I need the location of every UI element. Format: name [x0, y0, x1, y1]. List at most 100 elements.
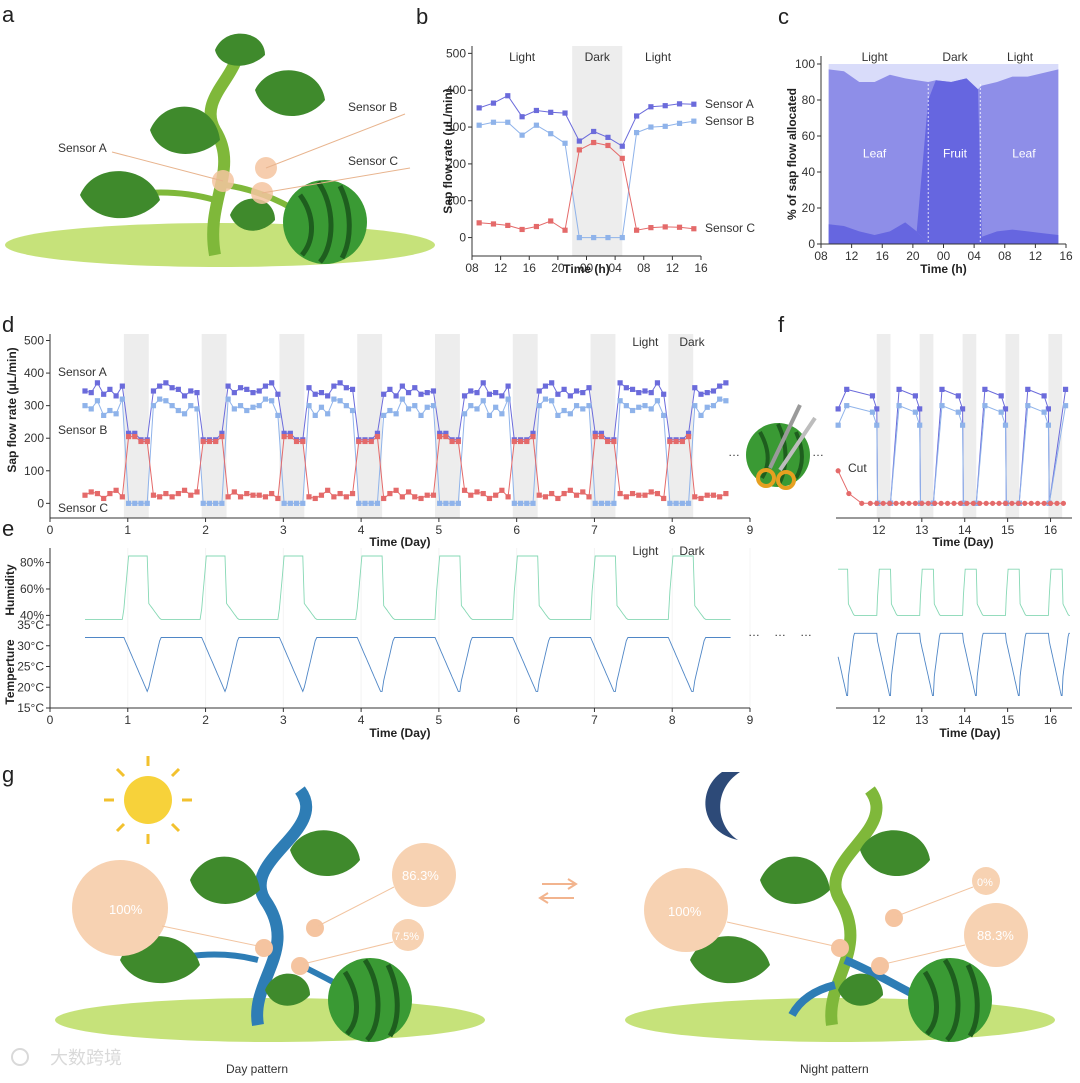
series-1-point-42 — [343, 403, 349, 409]
band-label-1: Dark — [679, 335, 705, 349]
series-2-point-1 — [490, 221, 497, 227]
series-label-1: Sensor B — [58, 423, 107, 437]
series-2-point-72 — [530, 433, 536, 440]
series-1-point-8 — [917, 422, 923, 428]
series-2-point-14 — [169, 494, 175, 500]
x-axis-title: Time (h) — [920, 262, 966, 276]
series-2-point-13 — [662, 224, 668, 230]
series-0-point-100 — [704, 390, 710, 396]
series-0-point-8 — [917, 406, 923, 412]
chart-b: 0 100 200 300 400 500 08 12 16 20 00 04 08 12 16 Time (… — [441, 46, 755, 276]
series-label-0: Sensor A — [58, 365, 107, 379]
night-leader-2 — [896, 886, 974, 917]
series-1-point-29 — [262, 396, 269, 402]
series-2-point-89 — [636, 492, 642, 498]
env-humidity-line — [838, 568, 1070, 616]
y-tick-label-3: 300 — [446, 120, 466, 134]
dark-band-0 — [876, 334, 891, 518]
series-2-point-7 — [893, 500, 899, 506]
series-2-point-74 — [542, 494, 549, 500]
x-tick-label-0: 08 — [465, 261, 479, 275]
series-0-point-1 — [844, 386, 850, 392]
series-1-point-12 — [955, 409, 961, 415]
temperature-line — [85, 637, 731, 693]
band-label-0: Light — [632, 335, 659, 349]
series-2-point-8 — [899, 500, 906, 506]
night-pct-bubble-3 — [964, 903, 1028, 967]
series-2-point-64 — [480, 490, 486, 497]
x-tick-label-1: 13 — [915, 523, 929, 537]
x-tick-label-1: 1 — [124, 523, 131, 537]
series-2-point-26 — [244, 490, 250, 497]
x-tick-label-7: 7 — [591, 523, 598, 537]
series-1-point-17 — [998, 409, 1004, 415]
series-2-point-103 — [723, 490, 729, 497]
band-label-1: Dark — [679, 544, 705, 558]
series-2-point-8 — [591, 139, 597, 146]
day-pattern-caption: Day pattern — [226, 1062, 288, 1076]
series-0-point-36 — [306, 385, 312, 391]
series-2-point-58 — [443, 433, 449, 440]
series-label-2: Sensor C — [58, 501, 108, 515]
series-0-point-10 — [619, 143, 625, 149]
series-0-point-14 — [169, 385, 175, 391]
series-0-point-77 — [561, 386, 567, 392]
series-2-point-46 — [368, 438, 374, 445]
series-0-point-13 — [959, 406, 966, 412]
series-0-point-49 — [387, 386, 393, 392]
series-2-point-91 — [648, 489, 654, 495]
series-0-point-2 — [869, 393, 876, 399]
series-0-point-56 — [430, 388, 437, 394]
x-tick-label-6: 6 — [513, 523, 520, 537]
series-2-point-11 — [633, 227, 640, 233]
panel-letter-b: b — [416, 4, 428, 29]
series-1-point-23 — [225, 396, 231, 402]
series-1-point-15 — [691, 118, 697, 124]
series-0-point-16 — [982, 386, 988, 392]
series-1-point-77 — [561, 407, 567, 414]
x-tick-label-5: 04 — [608, 261, 622, 275]
series-1-point-34 — [293, 500, 300, 506]
series-0-point-98 — [692, 385, 698, 391]
band-label-0: Light — [862, 50, 889, 64]
series-2-point-67 — [499, 487, 505, 493]
humidity-line — [85, 555, 731, 620]
series-2-point-11 — [150, 492, 157, 498]
series-2-point-47 — [374, 433, 381, 440]
x-tick-label-8: 16 — [694, 261, 708, 275]
panel-letter-f: f — [778, 312, 785, 337]
x-tick-label-6: 6 — [513, 713, 520, 727]
series-2-point-9 — [906, 500, 912, 506]
night-leader-3 — [883, 944, 966, 965]
series-2-point-12 — [157, 494, 163, 500]
series-2-point-29 — [262, 494, 269, 500]
series-0-point-2 — [505, 93, 511, 99]
series-1-point-6 — [896, 403, 902, 409]
x-tick-label-8: 8 — [669, 713, 676, 727]
day-pct-2: 86.3% — [402, 868, 439, 883]
series-1-point-73 — [536, 403, 542, 409]
series-line-1 — [837, 404, 1067, 504]
series-2-point-4 — [533, 223, 540, 230]
series-1-point-8 — [132, 500, 138, 506]
series-1-point-90 — [642, 403, 648, 409]
series-1-point-30 — [269, 398, 275, 404]
series-1-point-2 — [505, 119, 511, 125]
day-pct-1: 100% — [109, 902, 143, 917]
series-2-point-37 — [312, 495, 318, 502]
x-axis-title: Time (h) — [563, 262, 609, 276]
day-sensor-c-marker-icon — [291, 957, 309, 975]
band-label-1: Dark — [585, 50, 611, 64]
series-0-point-23 — [1045, 406, 1051, 412]
series-1-point-12 — [157, 396, 163, 402]
series-0-point-41 — [337, 380, 343, 386]
series-1-point-56 — [430, 403, 437, 409]
series-0-point-52 — [405, 390, 412, 396]
series-0-point-1 — [490, 100, 497, 106]
series-2-point-7 — [125, 433, 132, 440]
series-0-point-40 — [331, 383, 337, 389]
y-tick-label-4: 80 — [802, 93, 816, 107]
series-line-2 — [84, 435, 727, 500]
y-tick-label-3: 60 — [802, 129, 816, 143]
series-2-point-70 — [517, 438, 524, 445]
